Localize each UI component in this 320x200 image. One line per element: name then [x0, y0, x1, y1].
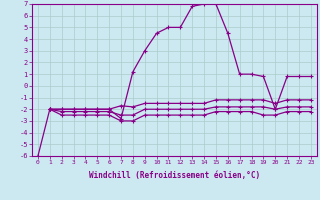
X-axis label: Windchill (Refroidissement éolien,°C): Windchill (Refroidissement éolien,°C) [89, 171, 260, 180]
